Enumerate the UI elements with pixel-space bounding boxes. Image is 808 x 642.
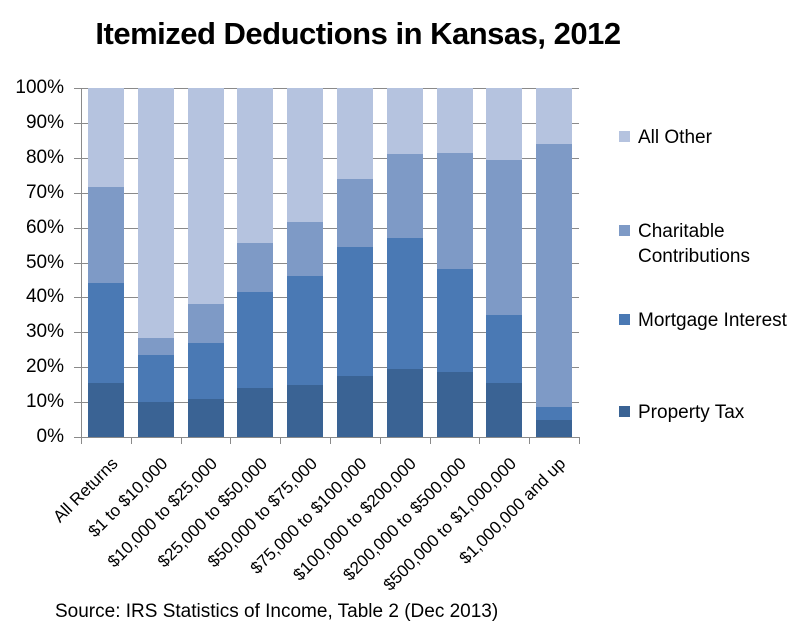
bar-segment-property-tax-0 [87, 382, 124, 437]
y-axis-label-40: 40% [25, 286, 64, 307]
bar-segment-mortgage-interest-0 [87, 283, 124, 383]
bar-segment-property-tax-2 [187, 398, 224, 437]
gridline-20 [81, 367, 579, 368]
bar-segment-property-tax-1 [137, 402, 174, 437]
bar-segment-charitable-contributions-8 [486, 159, 523, 315]
legend-item-property-tax: Property Tax [619, 400, 808, 425]
bar-segment-mortgage-interest-9 [536, 407, 573, 420]
y-tick-90 [74, 123, 87, 124]
source-note: Source: IRS Statistics of Income, Table … [55, 601, 499, 622]
bar-segment-all-other-3 [237, 88, 274, 244]
legend-swatch-icon [619, 225, 630, 236]
bar-segment-charitable-contributions-3 [237, 243, 274, 293]
bar-segment-property-tax-7 [436, 372, 473, 437]
bar-segment-charitable-contributions-2 [187, 304, 224, 343]
x-tick-9 [529, 437, 530, 444]
x-tick-7 [430, 437, 431, 444]
y-tick-10 [74, 402, 87, 403]
bar-segment-property-tax-5 [336, 375, 373, 437]
x-tick-4 [280, 437, 281, 444]
x-tick-1 [131, 437, 132, 444]
y-tick-50 [74, 263, 87, 264]
bar-segment-all-other-2 [187, 88, 224, 305]
legend-label: Mortgage Interest [638, 310, 787, 331]
bar-segment-charitable-contributions-9 [536, 143, 573, 408]
y-tick-70 [74, 193, 87, 194]
bar-segment-charitable-contributions-7 [436, 152, 473, 270]
bar-segment-all-other-5 [336, 88, 373, 179]
bar-segment-mortgage-interest-6 [386, 238, 423, 369]
bar-segment-all-other-6 [386, 88, 423, 155]
legend-label: Property Tax [638, 402, 745, 423]
bar-segment-property-tax-4 [287, 384, 324, 437]
gridline-90 [81, 123, 579, 124]
x-tick-8 [479, 437, 480, 444]
gridline-40 [81, 297, 579, 298]
x-tick-0 [81, 437, 82, 444]
bar-segment-property-tax-3 [237, 388, 274, 437]
bar-segment-charitable-contributions-4 [287, 222, 324, 277]
bar-segment-mortgage-interest-3 [237, 292, 274, 389]
bar-segment-all-other-9 [536, 88, 573, 144]
legend-label: Charitable Contributions [638, 221, 750, 267]
legend-swatch-icon [619, 131, 630, 142]
bar-segment-charitable-contributions-6 [386, 154, 423, 239]
bar-segment-all-other-4 [287, 88, 324, 223]
y-tick-40 [74, 297, 87, 298]
y-axis-line [81, 88, 82, 438]
x-tick-5 [330, 437, 331, 444]
gridline-10 [81, 402, 579, 403]
y-axis-label-60: 60% [25, 217, 64, 238]
chart-title: Itemized Deductions in Kansas, 2012 [95, 16, 621, 51]
legend-label: All Other [638, 127, 712, 148]
bar-segment-charitable-contributions-1 [137, 337, 174, 355]
y-tick-100 [74, 88, 87, 89]
legend-swatch-icon [619, 314, 630, 325]
bar-segment-charitable-contributions-0 [87, 187, 124, 284]
x-tick-6 [380, 437, 381, 444]
x-tick-3 [230, 437, 231, 444]
x-tick-end [579, 437, 580, 444]
y-axis-label-80: 80% [25, 147, 64, 168]
y-axis-label-70: 70% [25, 182, 64, 203]
y-axis-label-10: 10% [25, 391, 64, 412]
bar-segment-property-tax-8 [486, 382, 523, 437]
gridline-100 [81, 88, 579, 89]
y-axis-label-30: 30% [25, 321, 64, 342]
gridline-70 [81, 193, 579, 194]
y-axis-label-0: 0% [36, 426, 64, 447]
bar-segment-mortgage-interest-2 [187, 342, 224, 399]
bar-segment-all-other-8 [486, 88, 523, 160]
legend-swatch-icon [619, 406, 630, 417]
gridline-80 [81, 158, 579, 159]
bar-segment-all-other-7 [436, 88, 473, 153]
bar-segment-property-tax-6 [386, 368, 423, 437]
y-tick-60 [74, 228, 87, 229]
bar-segment-all-other-0 [87, 88, 124, 188]
y-axis-label-100: 100% [15, 77, 64, 98]
gridline-30 [81, 332, 579, 333]
bar-segment-all-other-1 [137, 88, 174, 338]
bar-segment-property-tax-9 [536, 419, 573, 437]
y-axis-label-20: 20% [25, 356, 64, 377]
x-tick-2 [181, 437, 182, 444]
gridline-50 [81, 263, 579, 264]
y-axis-label-90: 90% [25, 112, 64, 133]
gridline-60 [81, 228, 579, 229]
bar-segment-mortgage-interest-1 [137, 354, 174, 403]
bar-segment-mortgage-interest-5 [336, 246, 373, 376]
y-tick-20 [74, 367, 87, 368]
y-tick-30 [74, 332, 87, 333]
bar-segment-mortgage-interest-4 [287, 276, 324, 385]
bar-segment-charitable-contributions-5 [336, 178, 373, 247]
legend-item-all-other: All Other [619, 125, 808, 150]
legend-item-mortgage-interest: Mortgage Interest [619, 308, 808, 333]
legend-item-charitable-contributions: Charitable Contributions [619, 219, 808, 269]
bar-segment-mortgage-interest-7 [436, 269, 473, 373]
y-axis-label-50: 50% [25, 252, 64, 273]
bar-segment-mortgage-interest-8 [486, 314, 523, 383]
y-tick-0 [74, 437, 87, 438]
y-tick-80 [74, 158, 87, 159]
